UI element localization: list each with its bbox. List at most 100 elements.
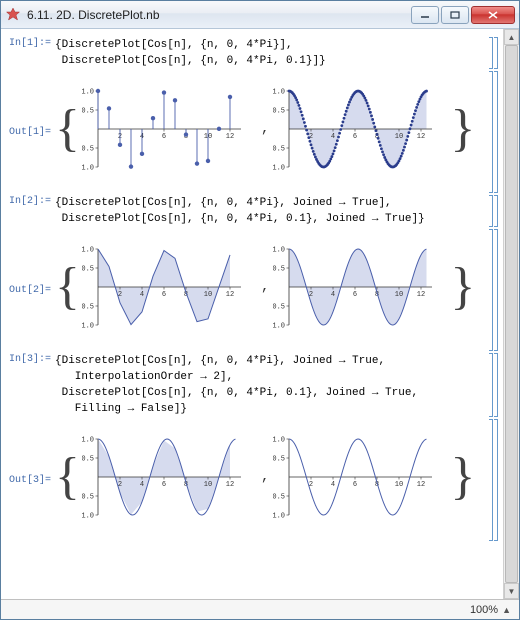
- output-cell: Out[3]={24681012-1.0-0.50.51.0,24681012-…: [9, 419, 499, 541]
- zoom-level[interactable]: 100%: [470, 604, 498, 616]
- content-area: In[1]:={DiscretePlot[Cos[n], {n, 0, 4*Pi…: [1, 29, 519, 599]
- svg-text:4: 4: [331, 133, 335, 141]
- cell-bracket[interactable]: [489, 353, 501, 417]
- input-cell[interactable]: In[1]:={DiscretePlot[Cos[n], {n, 0, 4*Pi…: [9, 37, 499, 69]
- svg-text:1.0: 1.0: [273, 437, 285, 445]
- plot[interactable]: 24681012-1.0-0.50.51.0: [82, 75, 257, 183]
- svg-text:1.0: 1.0: [273, 247, 285, 255]
- svg-text:0.5: 0.5: [273, 108, 285, 116]
- svg-text:-0.5: -0.5: [82, 146, 94, 154]
- window-title: 6.11. 2D. DiscretePlot.nb: [27, 8, 411, 22]
- svg-text:12: 12: [226, 133, 234, 141]
- cell-bracket[interactable]: [489, 71, 501, 193]
- svg-text:12: 12: [417, 481, 425, 489]
- svg-text:10: 10: [395, 133, 403, 141]
- out-label: Out[1]=: [9, 126, 55, 138]
- svg-text:-0.5: -0.5: [273, 494, 285, 502]
- svg-text:1.0: 1.0: [82, 89, 94, 97]
- list-separator: ,: [259, 279, 271, 295]
- svg-text:4: 4: [331, 481, 335, 489]
- out-label: Out[3]=: [9, 474, 55, 486]
- plot[interactable]: 24681012-1.0-0.50.51.0: [82, 423, 257, 531]
- svg-text:6: 6: [353, 291, 357, 299]
- svg-text:6: 6: [162, 481, 166, 489]
- svg-text:1.0: 1.0: [82, 437, 94, 445]
- scroll-track[interactable]: [504, 45, 519, 583]
- svg-text:1.0: 1.0: [82, 247, 94, 255]
- input-code[interactable]: {DiscretePlot[Cos[n], {n, 0, 4*Pi}, Join…: [55, 195, 499, 227]
- svg-text:6: 6: [353, 133, 357, 141]
- svg-text:1.0: 1.0: [273, 89, 285, 97]
- svg-text:10: 10: [204, 481, 212, 489]
- list-separator: ,: [259, 121, 271, 137]
- input-code[interactable]: {DiscretePlot[Cos[n], {n, 0, 4*Pi}, Join…: [55, 353, 499, 417]
- svg-text:0.5: 0.5: [82, 108, 94, 116]
- plot[interactable]: 24681012-1.0-0.50.51.0: [273, 233, 448, 341]
- list-close-brace: }: [450, 275, 475, 298]
- output-cell: Out[2]={24681012-1.0-0.50.51.0,24681012-…: [9, 229, 499, 351]
- list-open-brace: {: [55, 117, 80, 140]
- mathematica-icon: [5, 7, 21, 23]
- list-close-brace: }: [450, 117, 475, 140]
- cell-bracket[interactable]: [489, 195, 501, 227]
- cell-bracket[interactable]: [489, 229, 501, 351]
- scroll-down-button[interactable]: ▼: [504, 583, 519, 599]
- svg-text:0.5: 0.5: [273, 266, 285, 274]
- svg-text:10: 10: [395, 481, 403, 489]
- minimize-button[interactable]: [411, 6, 439, 24]
- svg-text:4: 4: [140, 291, 144, 299]
- cell-bracket[interactable]: [489, 37, 501, 69]
- plot[interactable]: 24681012-1.0-0.50.51.0: [273, 423, 448, 531]
- window-controls: [411, 6, 515, 24]
- input-cell[interactable]: In[3]:={DiscretePlot[Cos[n], {n, 0, 4*Pi…: [9, 353, 499, 417]
- svg-text:6: 6: [162, 291, 166, 299]
- list-open-brace: {: [55, 275, 80, 298]
- svg-text:-0.5: -0.5: [273, 304, 285, 312]
- svg-text:4: 4: [140, 481, 144, 489]
- svg-text:-1.0: -1.0: [82, 323, 94, 331]
- svg-text:-1.0: -1.0: [273, 323, 285, 331]
- input-code[interactable]: {DiscretePlot[Cos[n], {n, 0, 4*Pi}], Dis…: [55, 37, 499, 69]
- svg-text:10: 10: [204, 291, 212, 299]
- plot[interactable]: 24681012-1.0-0.50.51.0: [273, 75, 448, 183]
- svg-text:12: 12: [226, 291, 234, 299]
- svg-text:0.5: 0.5: [82, 456, 94, 464]
- svg-text:-1.0: -1.0: [82, 513, 94, 521]
- input-cell[interactable]: In[2]:={DiscretePlot[Cos[n], {n, 0, 4*Pi…: [9, 195, 499, 227]
- svg-text:0.5: 0.5: [273, 456, 285, 464]
- list-open-brace: {: [55, 465, 80, 488]
- svg-text:6: 6: [353, 481, 357, 489]
- statusbar: 100% ▲: [1, 599, 519, 619]
- titlebar[interactable]: 6.11. 2D. DiscretePlot.nb: [1, 1, 519, 29]
- svg-text:-0.5: -0.5: [82, 304, 94, 312]
- output-graphics: {24681012-1.0-0.50.51.0,24681012-1.0-0.5…: [55, 233, 499, 341]
- vertical-scrollbar[interactable]: ▲ ▼: [503, 29, 519, 599]
- out-label: Out[2]=: [9, 284, 55, 296]
- list-separator: ,: [259, 469, 271, 485]
- maximize-button[interactable]: [441, 6, 469, 24]
- plot[interactable]: 24681012-1.0-0.50.51.0: [82, 233, 257, 341]
- svg-text:-1.0: -1.0: [82, 165, 94, 173]
- cell-bracket[interactable]: [489, 419, 501, 541]
- svg-text:-0.5: -0.5: [273, 146, 285, 154]
- svg-text:-0.5: -0.5: [82, 494, 94, 502]
- output-cell: Out[1]={24681012-1.0-0.50.51.0,24681012-…: [9, 71, 499, 193]
- in-label: In[2]:=: [9, 195, 55, 207]
- svg-text:12: 12: [417, 291, 425, 299]
- in-label: In[3]:=: [9, 353, 55, 365]
- scroll-thumb[interactable]: [505, 45, 518, 583]
- output-graphics: {24681012-1.0-0.50.51.0,24681012-1.0-0.5…: [55, 423, 499, 531]
- svg-text:-1.0: -1.0: [273, 165, 285, 173]
- window: 6.11. 2D. DiscretePlot.nb In[1]:={Discre…: [0, 0, 520, 620]
- svg-text:0.5: 0.5: [82, 266, 94, 274]
- close-button[interactable]: [471, 6, 515, 24]
- zoom-menu-icon[interactable]: ▲: [502, 605, 511, 615]
- svg-text:12: 12: [226, 481, 234, 489]
- svg-text:4: 4: [331, 291, 335, 299]
- scroll-up-button[interactable]: ▲: [504, 29, 519, 45]
- notebook-body[interactable]: In[1]:={DiscretePlot[Cos[n], {n, 0, 4*Pi…: [1, 29, 503, 599]
- svg-text:10: 10: [395, 291, 403, 299]
- list-close-brace: }: [450, 465, 475, 488]
- in-label: In[1]:=: [9, 37, 55, 49]
- svg-text:12: 12: [417, 133, 425, 141]
